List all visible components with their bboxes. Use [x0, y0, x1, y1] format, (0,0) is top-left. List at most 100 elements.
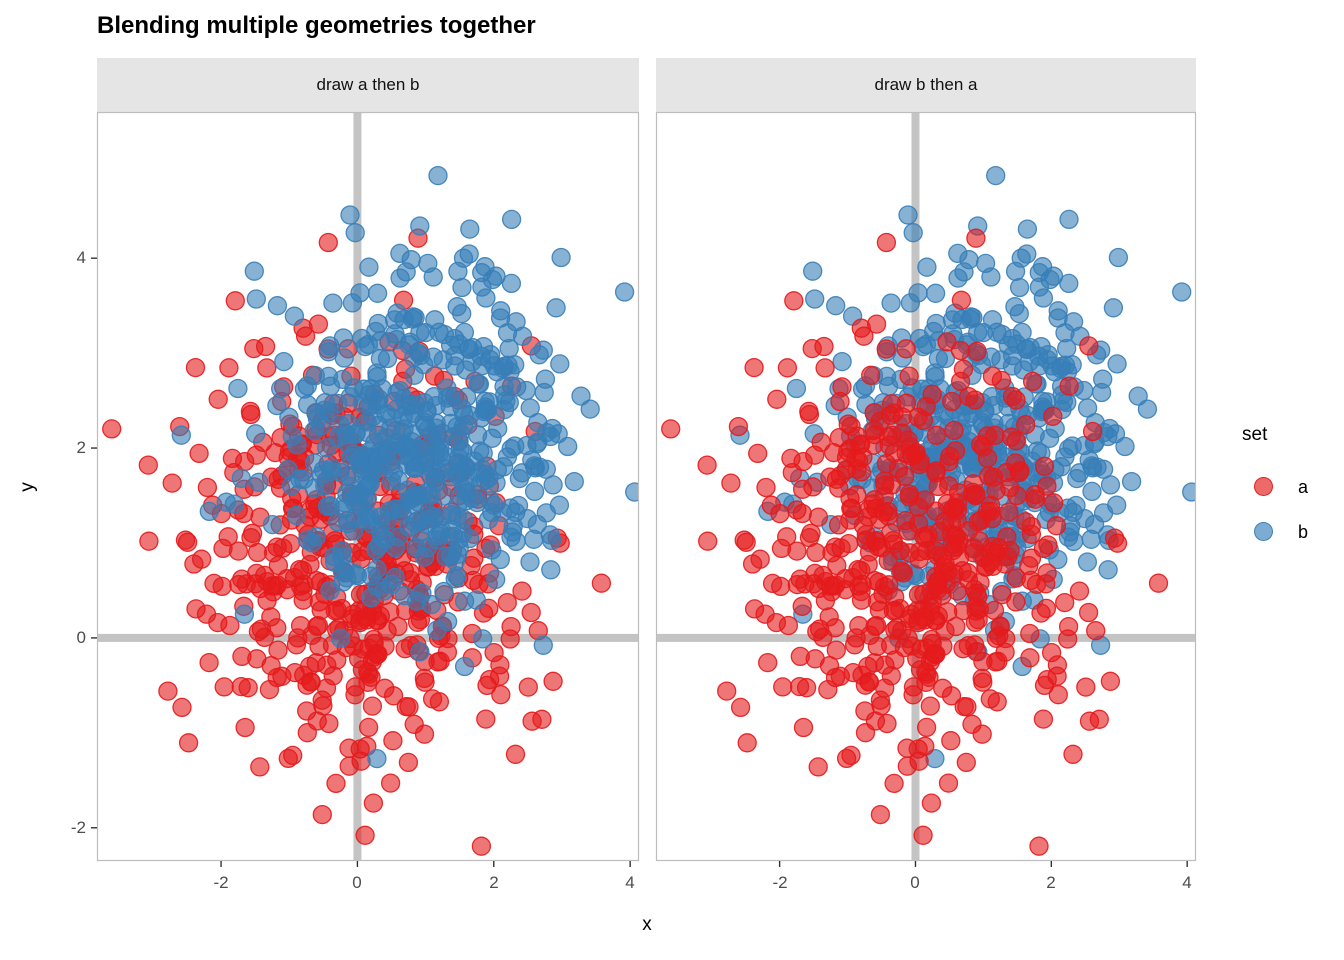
data-point	[717, 681, 737, 701]
data-point	[810, 619, 830, 639]
data-point	[271, 379, 291, 399]
data-point	[320, 376, 341, 396]
data-point	[756, 477, 776, 498]
data-point	[859, 672, 879, 692]
data-point	[410, 216, 430, 236]
data-point	[396, 262, 416, 282]
data-point	[910, 660, 931, 680]
data-point	[297, 376, 317, 396]
data-point	[892, 423, 912, 443]
data-point	[259, 679, 280, 700]
data-point	[512, 581, 532, 601]
data-point	[297, 394, 318, 415]
legend-key-b	[1254, 522, 1273, 541]
data-point	[564, 471, 584, 492]
data-point	[385, 538, 405, 558]
data-point	[351, 751, 371, 771]
data-point	[885, 600, 905, 620]
data-point	[1093, 459, 1114, 479]
data-point	[1009, 303, 1029, 324]
data-point	[481, 344, 501, 365]
data-point	[363, 793, 384, 813]
plot-title: Blending multiple geometries together	[97, 12, 536, 39]
facet-panel-2	[656, 112, 1196, 861]
data-point	[787, 500, 807, 520]
data-point	[355, 825, 375, 845]
data-point	[490, 549, 510, 570]
data-point	[450, 423, 470, 443]
data-point	[804, 574, 824, 594]
data-point	[766, 612, 787, 633]
data-point	[787, 541, 807, 561]
data-point	[661, 419, 681, 439]
data-point	[315, 476, 335, 496]
data-point	[1022, 371, 1043, 392]
data-point	[591, 573, 612, 593]
legend-label-a: a	[1298, 477, 1309, 497]
data-point	[463, 570, 483, 591]
data-point	[290, 616, 311, 636]
data-point	[502, 522, 523, 542]
data-point	[921, 793, 942, 813]
data-point	[428, 165, 448, 186]
data-point	[1043, 406, 1063, 426]
data-point	[876, 232, 897, 253]
data-point	[366, 540, 386, 560]
data-point	[896, 339, 916, 359]
data-point	[829, 427, 850, 448]
data-point	[781, 448, 801, 469]
data-point	[312, 690, 332, 710]
data-point	[349, 450, 369, 470]
data-point	[470, 441, 490, 461]
data-point	[1037, 476, 1057, 496]
y-tick-label: 2	[76, 438, 86, 457]
data-point	[541, 560, 561, 580]
data-point	[878, 376, 899, 396]
data-point	[881, 293, 901, 313]
data-point	[851, 318, 871, 338]
data-point	[460, 219, 480, 239]
data-point	[942, 310, 963, 330]
data-point	[304, 453, 325, 473]
data-point	[982, 508, 1002, 529]
data-point	[1021, 570, 1041, 591]
data-point	[357, 412, 377, 432]
x-tick-label: 2	[1046, 873, 1056, 892]
data-point	[404, 365, 424, 385]
data-point	[1005, 261, 1026, 282]
data-point	[497, 592, 517, 613]
data-point	[388, 616, 408, 637]
data-point	[982, 366, 1003, 386]
data-point	[521, 602, 541, 623]
data-point	[881, 394, 902, 414]
data-point	[954, 262, 974, 282]
data-point	[403, 307, 423, 327]
data-point	[926, 425, 947, 445]
data-point	[929, 522, 950, 542]
data-point	[1055, 592, 1075, 613]
data-point	[1077, 398, 1098, 418]
data-point	[1058, 629, 1078, 649]
data-point	[1108, 247, 1129, 268]
data-point	[879, 575, 899, 595]
data-point	[1093, 369, 1113, 389]
data-point	[240, 401, 261, 422]
data-point	[748, 443, 768, 464]
data-point	[475, 257, 495, 277]
data-point	[208, 612, 228, 633]
data-point	[914, 607, 934, 627]
facet-strip-label: draw a then b	[316, 75, 420, 94]
data-point	[758, 652, 778, 673]
data-point	[540, 525, 560, 545]
x-tick-label: 2	[489, 873, 499, 892]
data-point	[698, 531, 718, 551]
data-point	[980, 552, 1001, 573]
data-point	[893, 563, 913, 583]
data-point	[158, 681, 178, 701]
y-tick-label: 4	[76, 248, 86, 267]
data-point	[286, 505, 307, 526]
data-point	[1052, 356, 1072, 376]
data-point	[505, 744, 526, 764]
data-point	[304, 421, 324, 441]
data-point	[830, 391, 850, 412]
